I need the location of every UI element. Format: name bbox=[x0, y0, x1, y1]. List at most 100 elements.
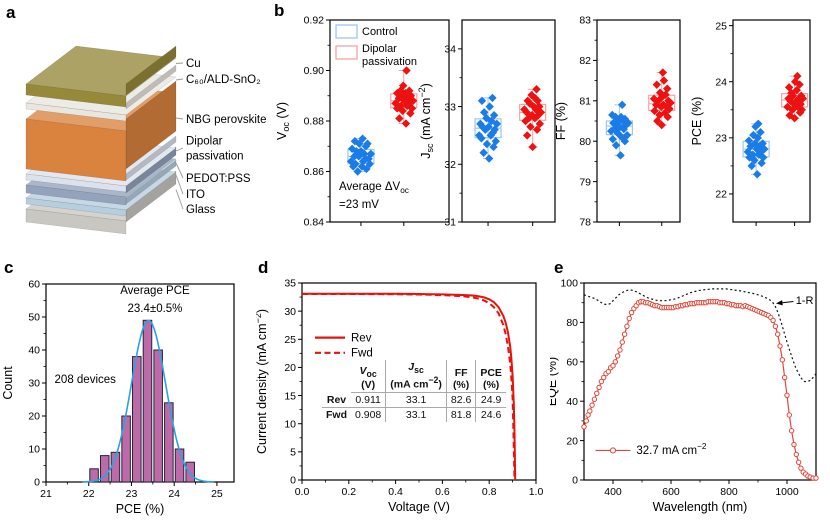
svg-text:passivation: passivation bbox=[362, 56, 417, 68]
stats-strip-charts: 0.84 0.86 0.88 0.90 0.92 Voc (V) Control Dipola… bbox=[275, 15, 811, 229]
jv-table-cell: 0.908 bbox=[355, 408, 382, 421]
svg-text:83: 83 bbox=[579, 15, 591, 27]
panel-c: c 0 10 20 30 40 50 60 21 22 23 24 25 PCE (%) Count Ave… bbox=[0, 256, 256, 527]
svg-text:NBG perovskite: NBG perovskite bbox=[186, 114, 267, 126]
svg-text:0.0: 0.0 bbox=[295, 486, 310, 498]
svg-text:0.86: 0.86 bbox=[304, 166, 325, 178]
jv-table-corner bbox=[322, 360, 351, 392]
svg-text:10: 10 bbox=[28, 444, 40, 456]
jv-table-cell: 82.6 bbox=[445, 392, 476, 408]
svg-text:25: 25 bbox=[211, 488, 223, 500]
svg-text:21: 21 bbox=[40, 488, 52, 500]
svg-text:0.2: 0.2 bbox=[341, 486, 356, 498]
svg-text:0.92: 0.92 bbox=[304, 15, 325, 27]
jsc-strip-chart: 31 32 33 34 Jsc (mA cm−2) bbox=[417, 19, 556, 229]
svg-text:60: 60 bbox=[28, 279, 40, 291]
svg-text:Cu: Cu bbox=[186, 58, 201, 70]
svg-text:PEDOT:PSS: PEDOT:PSS bbox=[186, 173, 251, 185]
svg-text:Dipolar: Dipolar bbox=[362, 43, 397, 55]
svg-text:0: 0 bbox=[34, 477, 40, 489]
svg-text:34: 34 bbox=[444, 44, 456, 56]
svg-text:0.88: 0.88 bbox=[304, 116, 325, 128]
svg-text:Glass: Glass bbox=[186, 204, 216, 216]
svg-text:31: 31 bbox=[444, 217, 456, 229]
eqe-spectrum: 0 20 40 60 80 100 400 600 800 1000 Wavelength (nm)… bbox=[550, 278, 819, 514]
jv-parameters-table-grid: Voc (V) Jsc (mA cm−2) FF (%) PCE (%) Rev 0.911 33.… bbox=[322, 360, 506, 422]
svg-text:0.84: 0.84 bbox=[304, 217, 325, 229]
svg-text:PCE (%): PCE (%) bbox=[116, 502, 165, 516]
svg-text:81: 81 bbox=[579, 96, 591, 108]
svg-text:80: 80 bbox=[579, 136, 591, 148]
svg-text:20: 20 bbox=[28, 411, 40, 423]
svg-text:0: 0 bbox=[290, 475, 296, 487]
jv-table-cell: 24.6 bbox=[475, 407, 506, 422]
svg-text:32: 32 bbox=[444, 159, 456, 171]
svg-text:30: 30 bbox=[284, 306, 296, 318]
panel-e: e 0 20 40 60 80 100 400 600 800 1000 Wavelength (n… bbox=[550, 256, 830, 527]
svg-text:82: 82 bbox=[579, 55, 591, 67]
svg-text:EQE (%): EQE (%) bbox=[550, 357, 559, 406]
jv-curve-chart: 0 5 10 15 20 25 30 35 0.0 0.2 0.4 0.6 0.8 1.0 Voltage … bbox=[256, 278, 543, 514]
svg-text:23.4±0.5%: 23.4±0.5% bbox=[128, 303, 183, 315]
jv-table-cell: 33.1 bbox=[385, 407, 447, 422]
svg-text:PCE (%): PCE (%) bbox=[690, 97, 704, 146]
svg-text:78: 78 bbox=[579, 217, 591, 229]
jv-table-header: Jsc (mA cm−2) bbox=[385, 360, 447, 393]
pce-histogram: 0 10 20 30 40 50 60 21 22 23 24 25 PCE (%) Count Avera… bbox=[1, 279, 235, 516]
svg-text:22: 22 bbox=[83, 488, 95, 500]
jv-table-header: Voc (V) bbox=[351, 360, 386, 393]
jv-table-header: FF (%) bbox=[445, 360, 476, 393]
svg-text:40: 40 bbox=[28, 345, 40, 357]
svg-text:25: 25 bbox=[715, 20, 727, 32]
svg-text:0.4: 0.4 bbox=[388, 486, 403, 498]
svg-text:C₆₀/ALD-SnO₂: C₆₀/ALD-SnO₂ bbox=[186, 74, 261, 86]
jv-table-cell: 0.911 bbox=[351, 392, 386, 408]
svg-text:ITO: ITO bbox=[186, 189, 205, 201]
svg-text:100: 100 bbox=[560, 278, 578, 290]
svg-text:Fwd: Fwd bbox=[351, 347, 373, 359]
svg-text:0.8: 0.8 bbox=[482, 486, 497, 498]
svg-text:5: 5 bbox=[290, 447, 296, 459]
svg-text:35: 35 bbox=[284, 278, 296, 290]
panel-e-label: e bbox=[554, 258, 564, 277]
svg-text:208 devices: 208 devices bbox=[55, 374, 117, 386]
svg-text:1000: 1000 bbox=[775, 486, 799, 498]
jv-table-row-label: Fwd bbox=[326, 408, 347, 421]
pce-histogram-chart: 0 10 20 30 40 50 60 21 22 23 24 25 PCE (%) Count Avera… bbox=[1, 279, 235, 516]
svg-text:Count: Count bbox=[1, 366, 15, 400]
jv-table-row-label: Rev bbox=[322, 392, 351, 408]
svg-text:50: 50 bbox=[28, 312, 40, 324]
device-stack-diagram: Glass ITO PEDOT:PSS Dipolar passivation NBG p… bbox=[25, 45, 267, 235]
svg-text:0: 0 bbox=[572, 475, 578, 487]
svg-text:Dipolar: Dipolar bbox=[186, 136, 223, 148]
jv-curves: 0 5 10 15 20 25 30 35 0.0 0.2 0.4 0.6 0.8 1.0 Voltage … bbox=[256, 278, 543, 514]
svg-text:passivation: passivation bbox=[186, 151, 244, 163]
svg-text:600: 600 bbox=[662, 486, 680, 498]
svg-text:22: 22 bbox=[715, 189, 727, 201]
svg-text:20: 20 bbox=[566, 435, 578, 447]
jv-table-cell: 81.8 bbox=[445, 407, 476, 422]
panel-a: a Glass ITO PEDOT:PSS Dipolar passivation NBG… bbox=[0, 0, 270, 256]
svg-text:Voc (V): Voc (V) bbox=[275, 102, 291, 140]
svg-text:400: 400 bbox=[604, 486, 622, 498]
panel-b: b 0.84 0.86 0.88 0.90 0.92 Voc (V) Control Dipo… bbox=[268, 0, 830, 256]
panel-c-label: c bbox=[4, 258, 14, 277]
svg-text:20: 20 bbox=[284, 362, 296, 374]
svg-text:23: 23 bbox=[715, 133, 727, 145]
jv-table-cell: 24.9 bbox=[475, 392, 506, 408]
svg-text:79: 79 bbox=[579, 176, 591, 188]
svg-text:80: 80 bbox=[566, 317, 578, 329]
svg-text:Current density (mA cm−2): Current density (mA cm−2) bbox=[256, 309, 269, 454]
svg-text:Rev: Rev bbox=[351, 332, 372, 344]
voc-strip-chart: 0.84 0.86 0.88 0.90 0.92 Voc (V) Control Dipola… bbox=[275, 15, 450, 229]
svg-text:Control: Control bbox=[362, 26, 397, 38]
svg-text:24: 24 bbox=[715, 76, 727, 88]
svg-text:30: 30 bbox=[28, 378, 40, 390]
svg-text:Wavelength (nm): Wavelength (nm) bbox=[653, 500, 748, 514]
panel-d-label: d bbox=[258, 258, 269, 277]
svg-text:10: 10 bbox=[284, 418, 296, 430]
svg-text:=23 mV: =23 mV bbox=[339, 199, 379, 211]
panel-d: d 0 5 10 15 20 25 30 35 0.0 0.2 0.4 0.6 0.8 1.0 Voltag… bbox=[256, 256, 550, 527]
svg-text:24: 24 bbox=[168, 488, 180, 500]
jv-table-header: PCE (%) bbox=[475, 360, 506, 393]
